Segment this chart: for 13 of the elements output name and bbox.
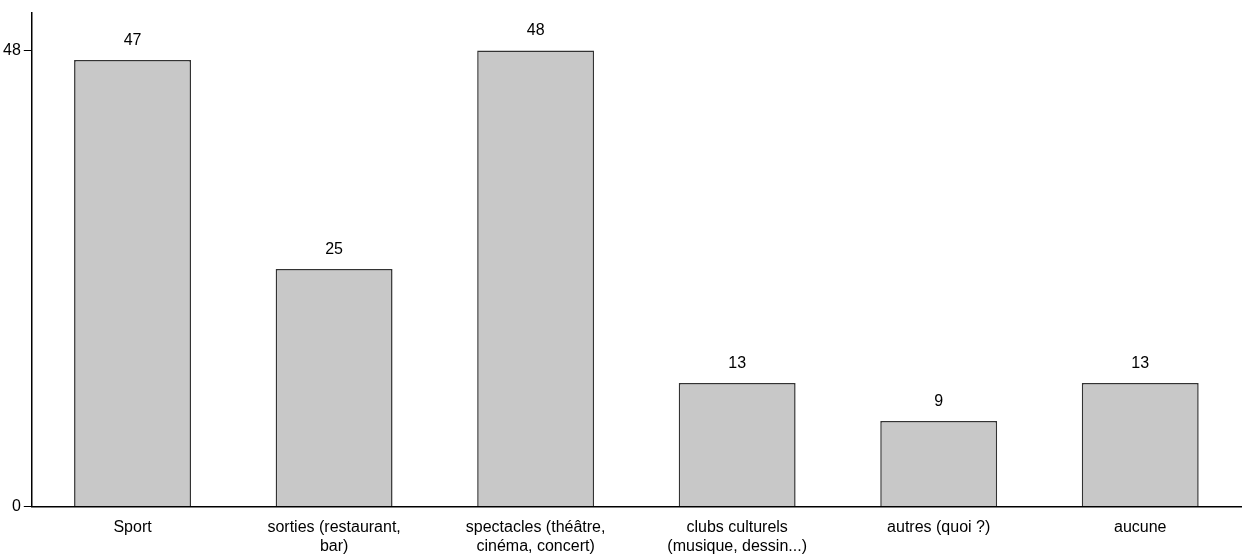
data-label: 47 bbox=[123, 30, 142, 48]
x-tick-label: sorties (restaurant, bar) bbox=[267, 517, 401, 554]
data-label: 13 bbox=[728, 353, 747, 371]
data-label: 25 bbox=[325, 239, 344, 257]
data-label: 13 bbox=[1131, 353, 1150, 371]
data-label: 9 bbox=[934, 391, 944, 409]
x-tick-label: Sport bbox=[113, 517, 153, 535]
x-tick-label: aucune bbox=[1113, 517, 1167, 535]
y-tick-label: 0 bbox=[11, 497, 21, 515]
data-label: 48 bbox=[526, 21, 545, 39]
x-tick-label: spectacles (théâtre, cinéma, concert) bbox=[465, 517, 606, 554]
x-tick-label: autres (quoi ?) bbox=[887, 517, 991, 535]
x-tick-label: clubs culturels (musique, dessin...) bbox=[667, 517, 807, 554]
